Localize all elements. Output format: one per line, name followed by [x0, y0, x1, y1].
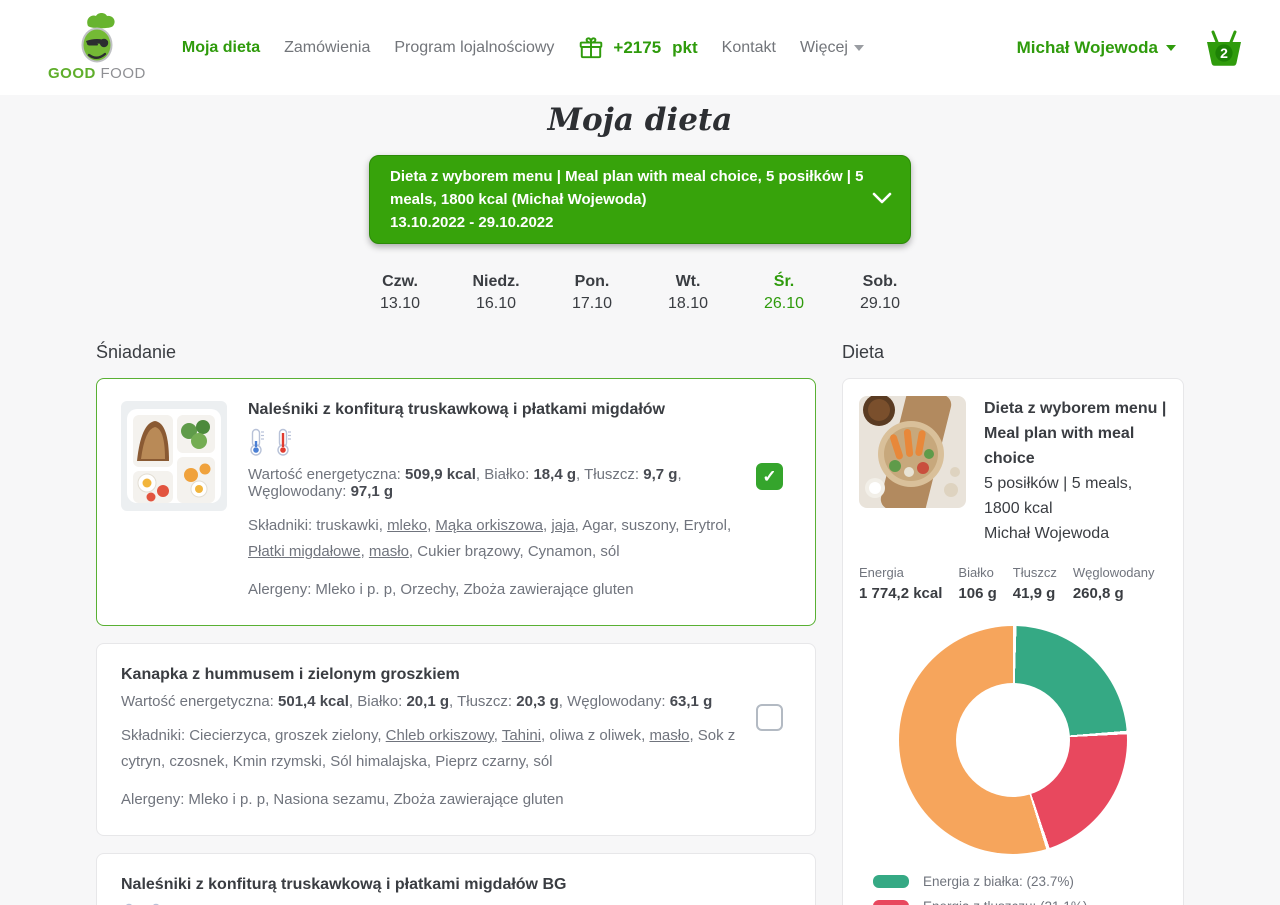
meal-title: Naleśniki z konfiturą truskawkową i płat…: [121, 876, 567, 893]
stat-protein: Białko 106 g: [958, 565, 997, 602]
chef-avocado-logo-icon: [66, 13, 128, 67]
date-tab-wt-18-10[interactable]: Wt. 18.10: [667, 273, 709, 312]
diet-plan-image: [859, 396, 966, 508]
page-title: Moja dieta: [547, 102, 733, 138]
stat-carbs: Węglowodany 260,8 g: [1072, 565, 1155, 602]
diet-plan-user: Michał Wojewoda: [984, 525, 1110, 542]
diet-summary-card: Dieta z wyborem menu | Meal plan with me…: [842, 378, 1184, 905]
date-tab-sob-29-10[interactable]: Sob. 29.10: [859, 273, 901, 312]
date-tab-sr-26-10[interactable]: Śr. 26.10: [763, 273, 805, 312]
meal-card: Naleśniki z konfiturą truskawkową i płat…: [96, 378, 816, 626]
meal-card: Naleśniki z konfiturą truskawkową i płat…: [96, 853, 816, 905]
energy-donut-chart-wrap: [899, 626, 1127, 854]
ingredients-list: Składniki: Ciecierzyca, groszek zielony, …: [121, 727, 736, 770]
diet-plan-name: Dieta z wyborem menu | Meal plan with me…: [390, 168, 864, 208]
points-value: +2175: [613, 37, 662, 57]
top-navigation-bar: GOOD FOOD Moja dieta Zamówienia Program …: [0, 0, 1280, 95]
meal-select-checkbox[interactable]: [756, 704, 783, 731]
cart-button[interactable]: 2: [1202, 28, 1246, 68]
stat-fat: Tłuszcz 41,9 g: [1012, 565, 1057, 602]
diet-plan-details: 5 posiłków | 5 meals, 1800 kcal: [984, 475, 1133, 517]
cart-count-badge: 2: [1220, 45, 1228, 61]
diet-plan-name: Dieta z wyborem menu | Meal plan with me…: [984, 400, 1167, 467]
user-account-menu[interactable]: Michał Wojewoda: [1017, 38, 1176, 58]
meal-image: [121, 401, 227, 511]
chevron-down-icon: [1166, 44, 1176, 51]
nav-item-program-lojalnosciowy[interactable]: Program lojalnościowy: [394, 38, 555, 56]
chevron-down-icon: [872, 192, 892, 204]
legend-item-fat: Energia z tłuszczu: (21.1%): [873, 899, 1167, 905]
main-content: Moja dieta Dieta z wyborem menu | Meal p…: [0, 95, 1280, 905]
allergens-list: Alergeny: Mleko i p. p, Orzechy, Zboża za…: [248, 581, 634, 598]
thermometer-hot-icon: [275, 428, 292, 456]
nav-item-moja-dieta[interactable]: Moja dieta: [181, 38, 261, 56]
stat-energy: Energia 1 774,2 kcal: [859, 565, 943, 602]
donut-hole: [956, 683, 1070, 797]
nav-item-wiecej[interactable]: Więcej: [800, 39, 864, 57]
brand-logo[interactable]: GOOD FOOD: [48, 13, 146, 82]
brand-wordmark: GOOD FOOD: [48, 65, 146, 82]
date-tab-niedz-16-10[interactable]: Niedz. 16.10: [472, 273, 520, 312]
diet-section-title: Dieta: [842, 342, 885, 362]
chevron-down-icon: [853, 44, 864, 51]
ingredients-list: Składniki: truskawki, mleko, Mąka orkiszo…: [248, 517, 732, 560]
diet-summary-column: Dieta: [842, 342, 1184, 905]
thermometer-cold-icon: [248, 428, 265, 456]
meal-section-title: Śniadanie: [96, 342, 177, 362]
date-tab-czw-13-10[interactable]: Czw. 13.10: [379, 273, 421, 312]
meals-column: Śniadanie: [96, 342, 816, 905]
diet-plan-dropdown[interactable]: Dieta z wyborem menu | Meal plan with me…: [369, 155, 911, 244]
gift-icon: [578, 35, 604, 61]
date-tabs: Czw. 13.10 Niedz. 16.10 Pon. 17.10 Wt. 1…: [0, 273, 1280, 313]
meal-title: Kanapka z hummusem i zielonym groszkiem: [121, 666, 460, 683]
diet-daily-totals: Energia 1 774,2 kcal Białko 106 g Tłuszc…: [859, 565, 1167, 602]
nav-item-kontakt[interactable]: Kontakt: [721, 38, 776, 56]
meal-card: Kanapka z hummusem i zielonym groszkiem …: [96, 643, 816, 836]
allergens-list: Alergeny: Mleko i p. p, Nasiona sezamu, Z…: [121, 791, 564, 808]
legend-item-protein: Energia z białka: (23.7%): [873, 874, 1167, 889]
legend-swatch-fat: [873, 900, 909, 905]
main-nav: Moja dieta Zamówienia Program lojalności…: [182, 35, 864, 61]
meal-title: Naleśniki z konfiturą truskawkową i płat…: [248, 401, 665, 418]
nutrition-summary: Wartość energetyczna: 509,9 kcalBiałko: …: [248, 466, 745, 500]
meal-select-checkbox[interactable]: [756, 463, 783, 490]
date-tab-pon-17-10[interactable]: Pon. 17.10: [571, 273, 613, 312]
nav-item-zamowienia[interactable]: Zamówienia: [284, 38, 371, 56]
header-right: Michał Wojewoda 2: [1017, 28, 1246, 68]
legend-swatch-protein: [873, 875, 909, 888]
points-unit: pkt: [672, 37, 698, 57]
user-name: Michał Wojewoda: [1016, 37, 1158, 57]
loyalty-points[interactable]: +2175 pkt: [578, 35, 698, 61]
nutrition-summary: Wartość energetyczna: 501,4 kcalBiałko: …: [121, 693, 745, 710]
diet-plan-dates: 13.10.2022 - 29.10.2022: [390, 214, 554, 231]
chart-legend: Energia z białka: (23.7%) Energia z tłus…: [873, 874, 1167, 905]
